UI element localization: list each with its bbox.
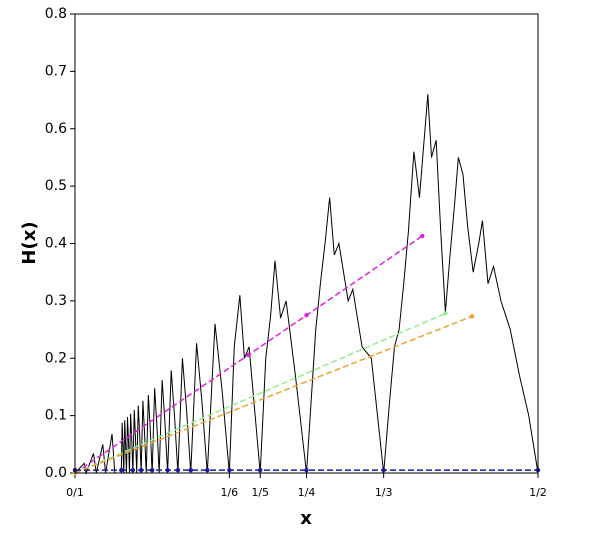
x-tick-label: 1/2: [529, 486, 547, 499]
y-tick-label: 0.5: [45, 178, 67, 194]
x-tick-label: 1/3: [375, 486, 393, 499]
data-point: [138, 467, 144, 473]
y-tick-label: 0.3: [45, 293, 67, 309]
x-tick-label: 1/6: [220, 486, 238, 499]
x-axis-label: x: [300, 508, 312, 529]
data-point: [130, 467, 136, 473]
data-point: [381, 467, 386, 473]
data-point: [227, 467, 232, 473]
data-line: [74, 235, 423, 474]
y-tick-label: 0.7: [45, 63, 67, 79]
x-tick-label: 0/1: [66, 486, 84, 499]
data-point: [175, 467, 181, 473]
data-line: [74, 315, 473, 474]
data-point: [258, 467, 263, 473]
y-tick-label: 0.4: [45, 236, 67, 252]
y-axis-label: H(x): [19, 221, 40, 264]
data-point: [304, 467, 309, 473]
x-tick-label: 1/5: [251, 486, 269, 499]
plot-frame: [74, 13, 539, 474]
y-tick-label: 0.1: [45, 408, 67, 424]
y-tick-label: 0.8: [45, 6, 67, 22]
y-tick-label: 0.0: [45, 465, 67, 481]
data-point: [205, 467, 210, 473]
data-line: [74, 312, 446, 474]
data-point: [443, 311, 448, 316]
data-point: [304, 313, 309, 318]
x-tick-label: 1/4: [298, 486, 316, 499]
data-point: [165, 467, 170, 473]
data-point: [246, 352, 251, 358]
data-point: [149, 467, 155, 473]
data-point: [420, 233, 425, 239]
data-line: [74, 94, 539, 475]
data-point: [469, 314, 475, 319]
y-tick-label: 0.2: [45, 350, 67, 366]
data-point: [188, 467, 193, 473]
data-point: [119, 467, 124, 473]
y-tick-label: 0.6: [45, 121, 67, 137]
